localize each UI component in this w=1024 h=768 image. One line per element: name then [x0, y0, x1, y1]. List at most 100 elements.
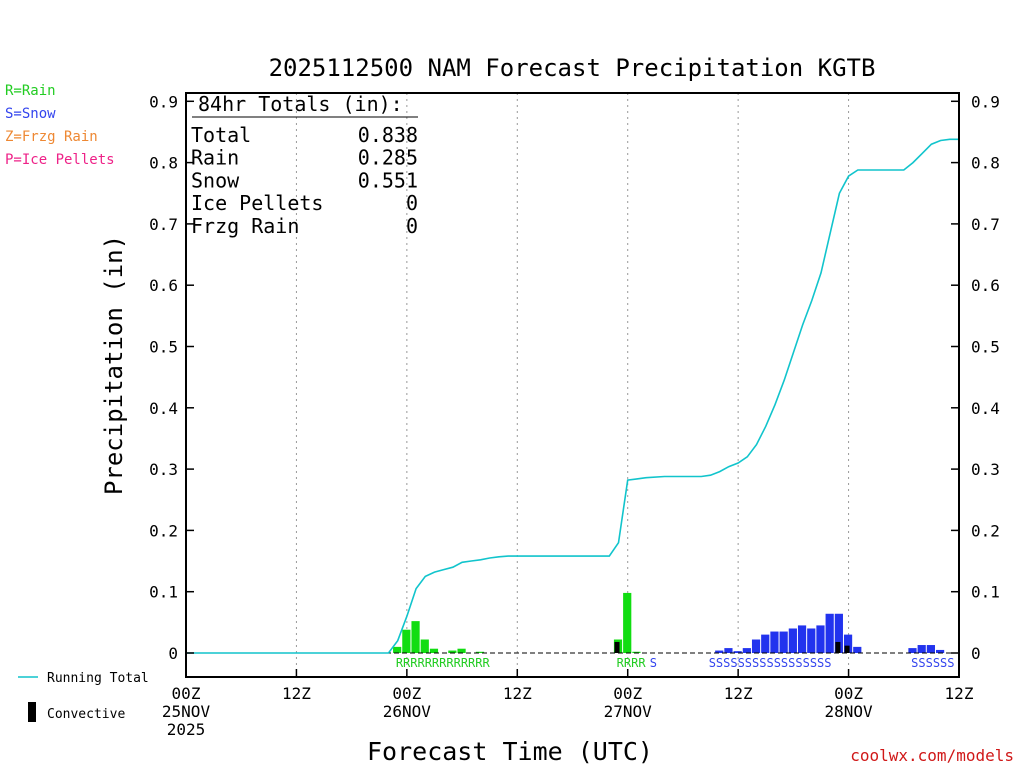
- precip-bar-snow: [751, 639, 761, 653]
- totals-label: Ice Pellets: [191, 191, 323, 215]
- precip-bar-rain: [448, 650, 457, 653]
- convective-bar: [614, 641, 620, 653]
- precip-bar-rain: [429, 648, 439, 653]
- x-tick-label: 00Z: [172, 684, 201, 703]
- type-legend-entry: S=Snow: [5, 106, 56, 122]
- precip-bar-rain: [457, 648, 466, 653]
- totals-value: 0.551: [358, 168, 418, 192]
- totals-box: 84hr Totals (in): Total 0.838 Rain 0.285 Snow…: [191, 92, 418, 238]
- precip-bar-snow: [770, 631, 779, 653]
- precip-bar-snow: [917, 645, 926, 653]
- x-tick-label: 12Z: [724, 684, 753, 703]
- y-tick-label-right: 0.9: [971, 92, 1000, 111]
- x-tick-label: 12Z: [282, 684, 311, 703]
- y-tick-label-right: 0.7: [971, 215, 1000, 234]
- convective-bar: [844, 645, 850, 653]
- y-tick-label-left: 0.7: [149, 215, 178, 234]
- y-tick-label-right: 0.5: [971, 338, 1000, 357]
- precip-type-legend: R=Rain S=Snow Z=Frzg Rain P=Ice Pellets: [5, 83, 115, 168]
- precip-bar-rain: [420, 639, 429, 653]
- precip-bar-rain: [623, 592, 632, 653]
- y-tick-label-left: 0.8: [149, 154, 178, 173]
- precip-bar-snow: [834, 613, 843, 653]
- y-tick-label-left: 0.3: [149, 460, 178, 479]
- series-legend: Running Total Convective: [18, 671, 149, 722]
- y-tick-label-left: 0.2: [149, 521, 178, 540]
- precip-bar-snow: [761, 634, 770, 653]
- plot-border: [185, 92, 960, 678]
- x-tick-label: 25NOV: [162, 702, 211, 721]
- precip-bar-rain: [411, 621, 420, 653]
- totals-label: Rain: [191, 146, 239, 170]
- precip-bar-rain: [402, 629, 411, 653]
- precip-type-string: SSSSSSSSSSSSSSSSS: [709, 656, 832, 670]
- precip-bar-snow: [825, 613, 834, 653]
- precip-bar-snow: [742, 648, 751, 653]
- precip-bar-snow: [853, 646, 862, 653]
- x-tick-label: 2025: [167, 720, 206, 739]
- precip-type-string: RRRR: [617, 656, 647, 670]
- precip-bar-snow: [843, 634, 853, 653]
- type-legend-entry: Z=Frzg Rain: [5, 129, 98, 145]
- precip-bar-snow: [908, 648, 917, 653]
- gridlines: [295, 93, 850, 677]
- y-tick-label-right: 0.1: [971, 583, 1000, 602]
- type-legend-entry: R=Rain: [5, 83, 56, 99]
- totals-value: 0: [406, 191, 418, 215]
- y-tick-label-left: 0: [168, 644, 178, 663]
- precip-bar-rain: [632, 651, 641, 653]
- precip-bar-snow: [926, 645, 935, 653]
- y-tick-label-left: 0.4: [149, 399, 178, 418]
- precip-bar-rain: [393, 646, 402, 653]
- convective-bar: [835, 641, 841, 653]
- totals-heading: 84hr Totals (in):: [198, 92, 403, 116]
- y-tick-label-left: 0.5: [149, 338, 178, 357]
- precip-bars: [393, 592, 945, 653]
- y-tick-label-right: 0: [971, 644, 981, 663]
- precip-type-string: SSSSSS: [911, 656, 954, 670]
- totals-value: 0.285: [358, 146, 418, 170]
- y-tick-label-right: 0.3: [971, 460, 1000, 479]
- totals-value: 0.838: [358, 123, 418, 147]
- convective-bars: [614, 641, 850, 653]
- convective-label: Convective: [47, 707, 125, 722]
- precip-bar-snow: [779, 631, 788, 653]
- x-tick-label: 00Z: [613, 684, 642, 703]
- y-tick-label-right: 0.2: [971, 521, 1000, 540]
- precip-type-strings: RRRRRRRRRRRRR RRRR S SSSSSSSSSSSSSSSSS SSSSS…: [396, 656, 955, 670]
- precip-bar-snow: [807, 628, 816, 653]
- y-tick-label-left: 0.6: [149, 276, 178, 295]
- x-tick-label: 12Z: [945, 684, 974, 703]
- type-legend-entry: P=Ice Pellets: [5, 152, 115, 168]
- precip-bar-snow: [733, 651, 742, 653]
- y-tick-label-left: 0.1: [149, 583, 178, 602]
- precip-bar-snow: [935, 649, 945, 653]
- precip-bar-snow: [816, 625, 825, 653]
- totals-value: 0: [406, 214, 418, 238]
- y-tick-label-left: 0.9: [149, 92, 178, 111]
- precip-bar-snow: [715, 650, 724, 653]
- precip-bar-snow: [797, 625, 807, 653]
- precip-type-string: RRRRRRRRRRRRR: [396, 656, 491, 670]
- axis-ticks: 0 00.1 0.10.2 0.20.3 0.30.4 0.40.5 0.50.6 0.60.…: [149, 92, 1000, 739]
- precip-type-string: S: [650, 656, 657, 670]
- x-tick-label: 26NOV: [383, 702, 432, 721]
- y-tick-label-right: 0.6: [971, 276, 1000, 295]
- credit-text: coolwx.com/models: [850, 746, 1014, 765]
- totals-label: Total: [191, 123, 251, 147]
- x-axis-title: Forecast Time (UTC): [367, 737, 653, 766]
- x-tick-label: 27NOV: [604, 702, 653, 721]
- totals-label: Snow: [191, 168, 240, 192]
- x-tick-label: 28NOV: [824, 702, 873, 721]
- precip-bar-snow: [724, 648, 733, 653]
- chart-title: 2025112500 NAM Forecast Precipitation KG…: [269, 54, 876, 82]
- x-tick-label: 12Z: [503, 684, 532, 703]
- precip-bar-snow: [788, 628, 797, 653]
- x-tick-label: 00Z: [392, 684, 421, 703]
- precip-bar-rain: [475, 651, 485, 653]
- running-total-line: [186, 138, 959, 654]
- totals-label: Frzg Rain: [191, 214, 299, 238]
- plot-frame: [185, 92, 960, 678]
- convective-swatch: [28, 702, 36, 722]
